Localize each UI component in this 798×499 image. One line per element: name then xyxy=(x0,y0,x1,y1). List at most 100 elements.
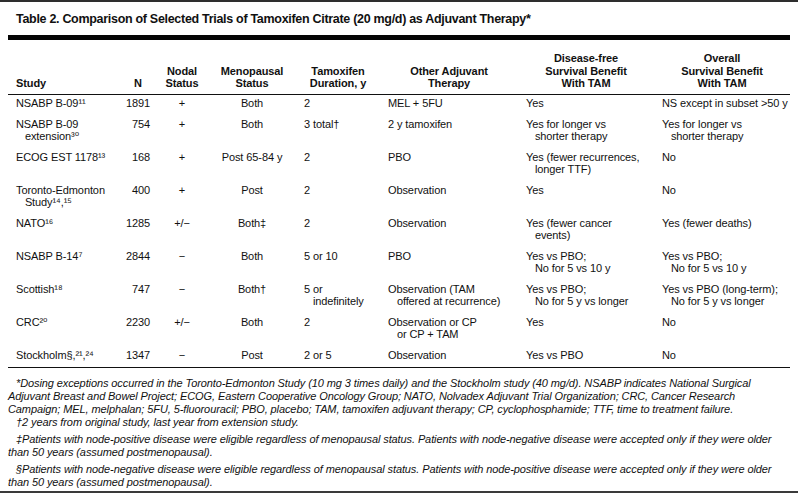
cell-n: 2230 xyxy=(120,313,156,346)
cell-n: 1285 xyxy=(120,214,156,247)
cell-study: NSABP B-14⁷ xyxy=(8,247,120,280)
cell-other-adjuvant-therapy: MEL + 5FU xyxy=(380,94,518,115)
column-header-tamoxifen-duration: Tamoxifen Duration, y xyxy=(296,40,380,94)
cell-other-adjuvant-therapy: Observation xyxy=(380,346,518,367)
cell-disease-free-survival: Yes xyxy=(518,94,654,115)
table-row: ECOG EST 1178¹³ 168 + Post 65-84 y 2 PBO… xyxy=(8,148,790,181)
cell-tamoxifen-duration: 2 xyxy=(296,181,380,214)
column-header-disease-free-survival: Disease-free Survival Benefit With TAM xyxy=(518,40,654,94)
cell-n: 1347 xyxy=(120,346,156,367)
table-row: NSABP B-09 extension³⁰ 754 + Both 3 tota… xyxy=(8,115,790,148)
cell-tamoxifen-duration: 3 total† xyxy=(296,115,380,148)
table-row: NSABP B-14⁷ 2844 − Both 5 or 10 PBO Yes … xyxy=(8,247,790,280)
cell-disease-free-survival: Yes (fewer recurrences, longer TTF) xyxy=(518,148,654,181)
header-row: Study N Nodal Status Menopausal Status T… xyxy=(8,40,790,94)
cell-study: NSABP B-09¹¹ xyxy=(8,94,120,115)
column-header-nodal-status: Nodal Status xyxy=(156,40,208,94)
cell-overall-survival: No xyxy=(654,346,790,367)
column-header-n: N xyxy=(120,40,156,94)
cell-other-adjuvant-therapy: Observation or CP or CP + TAM xyxy=(380,313,518,346)
table-figure: Table 2. Comparison of Selected Trials o… xyxy=(0,0,798,499)
cell-other-adjuvant-therapy: PBO xyxy=(380,148,518,181)
column-header-menopausal-status: Menopausal Status xyxy=(208,40,296,94)
cell-menopausal-status: Both xyxy=(208,94,296,115)
footnote-dagger: †2 years from original study, last year … xyxy=(8,416,790,429)
cell-nodal-status: − xyxy=(156,280,208,313)
table-row: Toronto-Edmonton Study¹⁴,¹⁵ 400 + Post 2… xyxy=(8,181,790,214)
cell-disease-free-survival: Yes xyxy=(518,313,654,346)
table-row: Scottish¹⁸ 747 − Both† 5 or indefinitely… xyxy=(8,280,790,313)
cell-study: ECOG EST 1178¹³ xyxy=(8,148,120,181)
footnote-asterisk: *Dosing exceptions occurred in the Toron… xyxy=(8,377,790,416)
cell-tamoxifen-duration: 2 xyxy=(296,94,380,115)
cell-n: 747 xyxy=(120,280,156,313)
cell-overall-survival: NS except in subset >50 y xyxy=(654,94,790,115)
cell-menopausal-status: Both xyxy=(208,313,296,346)
cell-study: NATO¹⁶ xyxy=(8,214,120,247)
cell-disease-free-survival: Yes xyxy=(518,181,654,214)
cell-overall-survival: Yes (fewer deaths) xyxy=(654,214,790,247)
footnote-double-dagger: ‡Patients with node-positive disease wer… xyxy=(8,433,790,459)
cell-nodal-status: +/− xyxy=(156,313,208,346)
cell-nodal-status: +/− xyxy=(156,214,208,247)
cell-menopausal-status: Post xyxy=(208,181,296,214)
cell-disease-free-survival: Yes vs PBO; No for 5 vs 10 y xyxy=(518,247,654,280)
cell-disease-free-survival: Yes (fewer cancer events) xyxy=(518,214,654,247)
cell-disease-free-survival: Yes for longer vs shorter therapy xyxy=(518,115,654,148)
cell-other-adjuvant-therapy: 2 y tamoxifen xyxy=(380,115,518,148)
cell-study: CRC²⁰ xyxy=(8,313,120,346)
table-row: NATO¹⁶ 1285 +/− Both‡ 2 Observation Yes … xyxy=(8,214,790,247)
cell-menopausal-status: Both† xyxy=(208,280,296,313)
table-row: NSABP B-09¹¹ 1891 + Both 2 MEL + 5FU Yes… xyxy=(8,94,790,115)
cell-nodal-status: + xyxy=(156,94,208,115)
cell-disease-free-survival: Yes vs PBO; No for 5 y vs longer xyxy=(518,280,654,313)
cell-overall-survival: Yes for longer vs shorter therapy xyxy=(654,115,790,148)
cell-tamoxifen-duration: 2 or 5 xyxy=(296,346,380,367)
cell-study: Stockholm§,²¹,²⁴ xyxy=(8,346,120,367)
figure-bottom-rule xyxy=(0,491,798,493)
cell-tamoxifen-duration: 2 xyxy=(296,148,380,181)
cell-overall-survival: No xyxy=(654,313,790,346)
cell-study: Toronto-Edmonton Study¹⁴,¹⁵ xyxy=(8,181,120,214)
cell-tamoxifen-duration: 5 or indefinitely xyxy=(296,280,380,313)
cell-nodal-status: + xyxy=(156,115,208,148)
cell-n: 2844 xyxy=(120,247,156,280)
cell-other-adjuvant-therapy: PBO xyxy=(380,247,518,280)
cell-other-adjuvant-therapy: Observation xyxy=(380,181,518,214)
cell-study: Scottish¹⁸ xyxy=(8,280,120,313)
table-row: CRC²⁰ 2230 +/− Both 2 Observation or CP … xyxy=(8,313,790,346)
cell-tamoxifen-duration: 5 or 10 xyxy=(296,247,380,280)
cell-overall-survival: No xyxy=(654,148,790,181)
cell-nodal-status: + xyxy=(156,181,208,214)
cell-n: 754 xyxy=(120,115,156,148)
cell-other-adjuvant-therapy: Observation (TAM offered at recurrence) xyxy=(380,280,518,313)
cell-tamoxifen-duration: 2 xyxy=(296,313,380,346)
table-header: Study N Nodal Status Menopausal Status T… xyxy=(8,40,790,94)
cell-menopausal-status: Post 65-84 y xyxy=(208,148,296,181)
cell-nodal-status: + xyxy=(156,148,208,181)
cell-menopausal-status: Both‡ xyxy=(208,214,296,247)
cell-menopausal-status: Both xyxy=(208,247,296,280)
cell-n: 1891 xyxy=(120,94,156,115)
body-bottom-rule xyxy=(8,367,790,369)
cell-menopausal-status: Both xyxy=(208,115,296,148)
column-header-other-adjuvant-therapy: Other Adjuvant Therapy xyxy=(380,40,518,94)
cell-overall-survival: Yes vs PBO; No for 5 vs 10 y xyxy=(654,247,790,280)
cell-overall-survival: No xyxy=(654,181,790,214)
cell-nodal-status: − xyxy=(156,346,208,367)
cell-nodal-status: − xyxy=(156,247,208,280)
table-title: Table 2. Comparison of Selected Trials o… xyxy=(16,12,798,26)
cell-disease-free-survival: Yes vs PBO xyxy=(518,346,654,367)
cell-n: 400 xyxy=(120,181,156,214)
cell-menopausal-status: Post xyxy=(208,346,296,367)
cell-overall-survival: Yes vs PBO (long-term); No for 5 y vs lo… xyxy=(654,280,790,313)
footnote-section: §Patients with node-negative disease wer… xyxy=(8,463,790,489)
cell-study: NSABP B-09 extension³⁰ xyxy=(8,115,120,148)
footnotes: *Dosing exceptions occurred in the Toron… xyxy=(8,377,790,489)
column-header-overall-survival: Overall Survival Benefit With TAM xyxy=(654,40,790,94)
cell-other-adjuvant-therapy: Observation xyxy=(380,214,518,247)
table-body: NSABP B-09¹¹ 1891 + Both 2 MEL + 5FU Yes… xyxy=(8,94,790,367)
cell-tamoxifen-duration: 2 xyxy=(296,214,380,247)
table-row: Stockholm§,²¹,²⁴ 1347 − Post 2 or 5 Obse… xyxy=(8,346,790,367)
trials-table: Study N Nodal Status Menopausal Status T… xyxy=(8,40,790,367)
